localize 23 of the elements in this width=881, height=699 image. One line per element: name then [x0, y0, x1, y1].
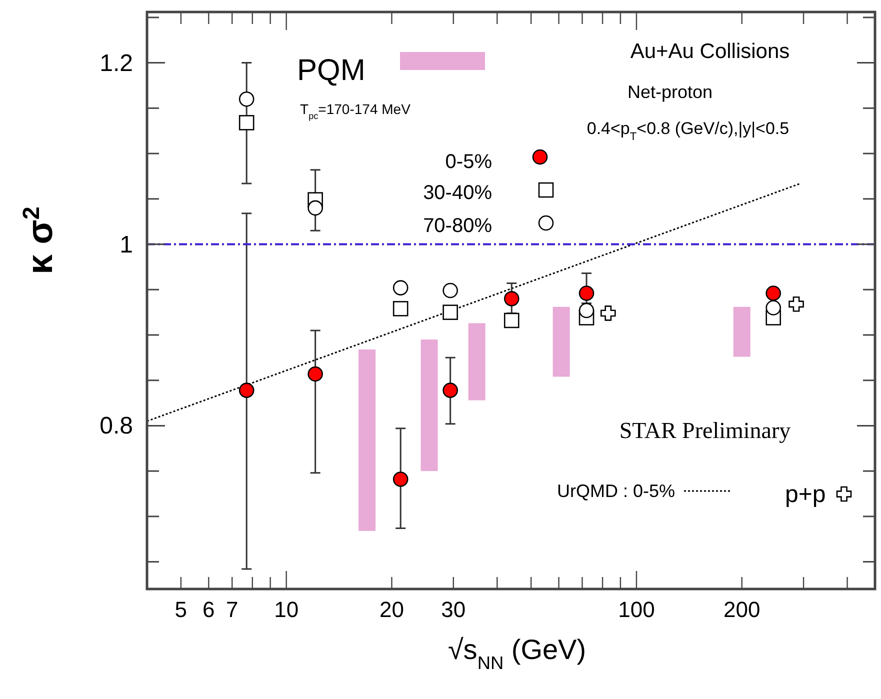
annotation: Au+Au Collisions — [630, 40, 790, 63]
annotation: T$_{pc}$=170-174 MeV — [300, 101, 412, 121]
x-tick-label: 7 — [226, 597, 238, 622]
x-tick-label: 10 — [274, 597, 299, 622]
y-tick-label: 0.8 — [100, 412, 133, 440]
y-tick-label: 1 — [120, 231, 133, 258]
annotation: 0.4<p$_{T}$<0.8 (GeV/c),|y|<0.5 — [586, 119, 790, 143]
x-tick-label: 100 — [618, 597, 655, 622]
legend-label: 30-40% — [423, 182, 492, 204]
x-tick-label: 5 — [174, 597, 188, 622]
y-tick-label: 1.2 — [100, 50, 133, 77]
legend-label: PQM — [297, 54, 366, 87]
annotation: STAR Preliminary — [619, 418, 792, 443]
legend-label: 0-5% — [445, 151, 492, 173]
legend-label: UrQMD : 0-5% — [557, 481, 676, 501]
x-axis-title: √s$_{NN}$ (GeV) — [448, 634, 586, 673]
legend-label: 70-80% — [423, 215, 492, 237]
legend-label: p+p — [785, 481, 826, 508]
x-tick-label: 20 — [379, 597, 404, 622]
x-tick-label: 6 — [202, 597, 215, 622]
x-tick-label: 30 — [441, 597, 466, 622]
annotation: Net-proton — [627, 82, 713, 102]
x-tick-label: 200 — [724, 597, 760, 622]
